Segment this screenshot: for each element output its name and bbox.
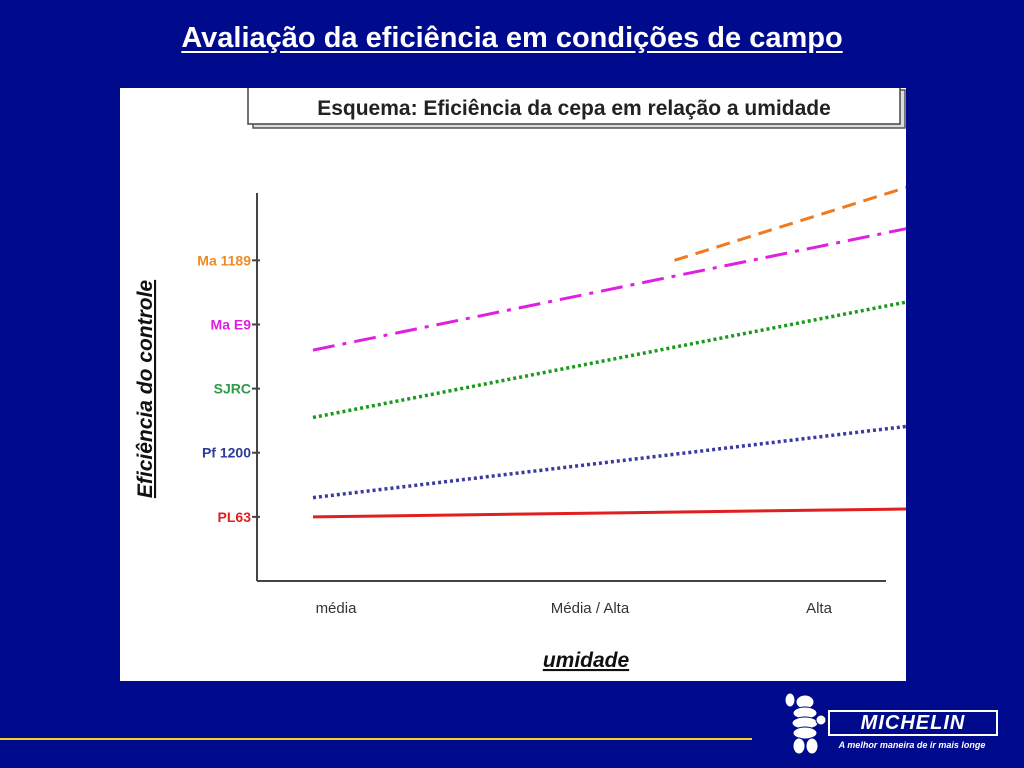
michelin-logo: MICHELIN A melhor maneira de ir mais lon… — [782, 688, 1002, 758]
brand-name: MICHELIN — [828, 710, 998, 736]
x-axis-label: umidade — [543, 649, 630, 672]
bibendum-icon — [784, 692, 827, 755]
series-line-3 — [312, 424, 906, 500]
y-tick-label: Ma 1189 — [197, 252, 251, 268]
series-lines — [312, 185, 906, 519]
series-line-4 — [312, 507, 906, 519]
slide-title: Avaliação da eficiência em condições de … — [181, 22, 843, 54]
y-axis-label: Eficiência do controle — [134, 280, 157, 499]
chart-title: Esquema: Eficiência da cepa em relação a… — [317, 97, 831, 120]
y-tick-label: Ma E9 — [211, 316, 252, 332]
chart-panel: Esquema: Eficiência da cepa em relação a… — [120, 88, 906, 681]
x-ticks: média Média / Alta Alta — [316, 600, 833, 617]
efficiency-chart: Esquema: Eficiência da cepa em relação a… — [134, 88, 906, 672]
y-tick-label: PL63 — [218, 509, 252, 525]
brand-tagline: A melhor maneira de ir mais longe — [838, 740, 986, 750]
x-tick-label: Média / Alta — [551, 600, 630, 617]
series-line-0 — [674, 185, 906, 262]
y-tick-label: Pf 1200 — [202, 445, 251, 461]
y-tick-label: SJRC — [214, 381, 251, 397]
x-tick-label: média — [316, 600, 358, 617]
footer-line — [0, 738, 752, 740]
chart-title-box: Esquema: Eficiência da cepa em relação a… — [247, 88, 906, 129]
series-line-2 — [312, 300, 906, 420]
y-ticks: Ma 1189 Ma E9 SJRC Pf 1200 PL63 — [197, 252, 260, 525]
x-tick-label: Alta — [806, 600, 833, 617]
series-line-1 — [312, 227, 906, 352]
